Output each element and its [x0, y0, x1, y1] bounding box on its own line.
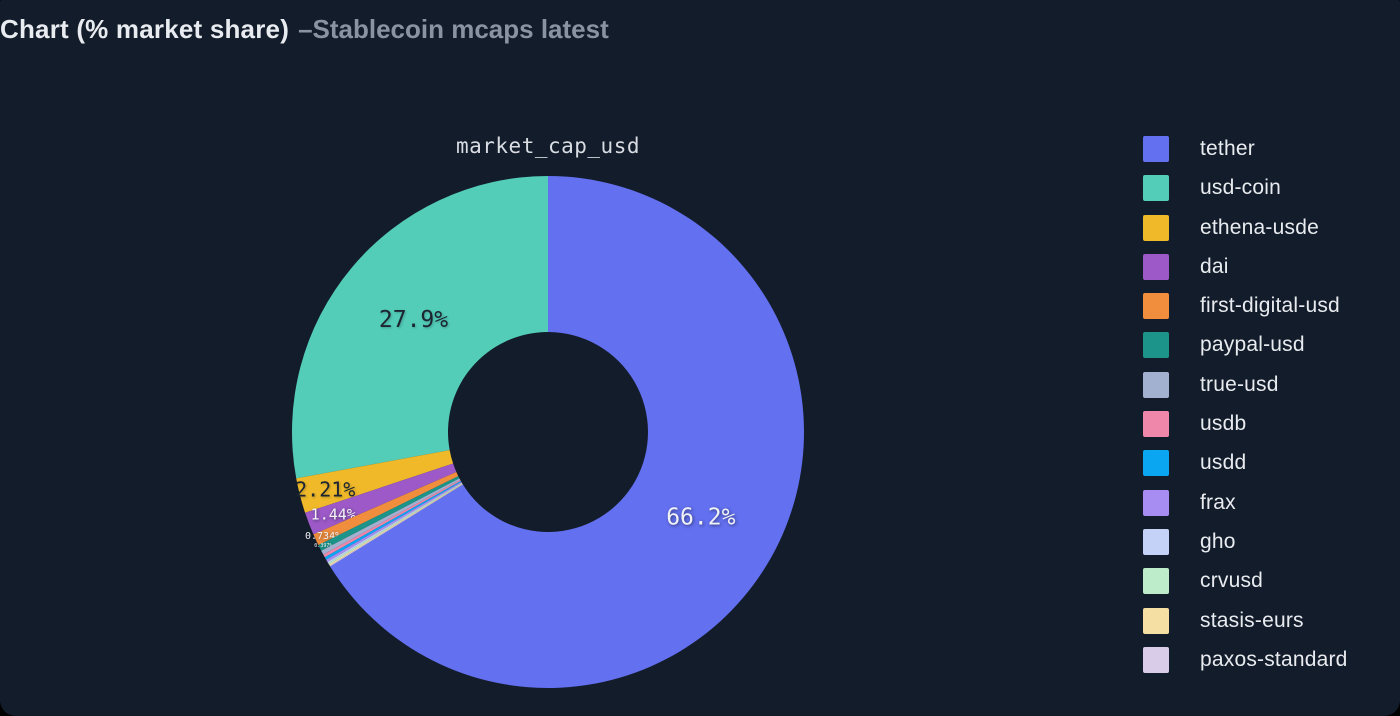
legend-item-first-digital-usd[interactable]: first-digital-usd [1143, 293, 1348, 320]
pie-slice-usdd[interactable] [324, 480, 462, 560]
panel-title: Chart (% market share) [0, 14, 290, 44]
pie-slice-crvusd[interactable] [328, 483, 463, 565]
legend-swatch-usdb [1143, 411, 1169, 438]
legend-label-first-digital-usd: first-digital-usd [1200, 294, 1340, 318]
legend-label-usdb: usdb [1200, 412, 1247, 436]
legend-item-stasis-eurs[interactable]: stasis-eurs [1143, 607, 1348, 634]
legend-swatch-frax [1143, 489, 1169, 516]
pie-slice-first-digital-usd[interactable] [313, 472, 459, 546]
pie-slice-ethena-usde[interactable] [296, 450, 454, 513]
pie-slice-dai[interactable] [305, 463, 457, 535]
legend-label-true-usd: true-usd [1200, 372, 1279, 396]
chart-title: market_cap_usd [455, 134, 640, 158]
legend-swatch-paxos-standard [1143, 646, 1169, 673]
legend-swatch-crvusd [1143, 568, 1169, 595]
legend-item-paypal-usd[interactable]: paypal-usd [1143, 332, 1348, 359]
pie-slice-stasis-eurs[interactable] [328, 483, 463, 566]
legend-swatch-gho [1143, 528, 1169, 555]
legend-label-stasis-eurs: stasis-eurs [1200, 608, 1304, 632]
legend-label-paxos-standard: paxos-standard [1200, 647, 1348, 671]
legend-item-paxos-standard[interactable]: paxos-standard [1143, 646, 1348, 673]
legend-swatch-usdd [1143, 450, 1169, 477]
legend: tether usd-coin ethena-usde dai first-digita… [1143, 136, 1348, 673]
legend-label-gho: gho [1200, 529, 1236, 553]
legend-swatch-ethena-usde [1143, 214, 1169, 241]
legend-item-gho[interactable]: gho [1143, 528, 1348, 555]
pie-slice-paxos-standard[interactable] [329, 484, 463, 567]
legend-swatch-stasis-eurs [1143, 607, 1169, 634]
legend-item-dai[interactable]: dai [1143, 253, 1348, 280]
pie-slice-usdb[interactable] [323, 479, 461, 558]
legend-swatch-true-usd [1143, 371, 1169, 398]
legend-swatch-paypal-usd [1143, 332, 1169, 359]
legend-swatch-tether [1143, 136, 1169, 162]
legend-item-true-usd[interactable]: true-usd [1143, 371, 1348, 398]
legend-item-usdb[interactable]: usdb [1143, 411, 1348, 438]
legend-item-frax[interactable]: frax [1143, 489, 1348, 516]
panel-header: Chart (% market share) –Stablecoin mcaps … [0, 8, 1400, 50]
pie-slice-tether[interactable] [330, 176, 804, 689]
pie-slice-usd-coin[interactable] [292, 176, 548, 479]
pie-slice-gho[interactable] [327, 482, 463, 564]
legend-label-tether: tether [1200, 137, 1255, 160]
donut-chart: 66.2% 27.9% 2.21% 1.44% 0.734% 0.397% market_… [238, 122, 858, 716]
panel-subtitle: –Stablecoin mcaps latest [298, 14, 609, 44]
legend-item-usdd[interactable]: usdd [1143, 450, 1348, 477]
legend-item-usd-coin[interactable]: usd-coin [1143, 175, 1348, 202]
pie-slice-frax[interactable] [326, 481, 462, 562]
legend-label-frax: frax [1200, 490, 1236, 514]
legend-label-usdd: usdd [1200, 451, 1247, 475]
legend-label-ethena-usde: ethena-usde [1200, 215, 1319, 239]
legend-label-crvusd: crvusd [1200, 569, 1264, 593]
legend-swatch-dai [1143, 253, 1169, 280]
legend-label-dai: dai [1200, 254, 1229, 278]
legend-item-tether[interactable]: tether [1143, 136, 1348, 162]
legend-label-paypal-usd: paypal-usd [1200, 333, 1305, 357]
legend-swatch-usd-coin [1143, 175, 1169, 202]
legend-swatch-first-digital-usd [1143, 293, 1169, 320]
pie-slice-true-usd[interactable] [321, 478, 461, 555]
legend-item-crvusd[interactable]: crvusd [1143, 568, 1348, 595]
pie-slice-paypal-usd[interactable] [318, 476, 460, 551]
legend-label-usd-coin: usd-coin [1200, 176, 1281, 200]
pie-svg: 66.2%27.9%2.21%1.44%0.734%0.397% [292, 176, 804, 689]
legend-item-ethena-usde[interactable]: ethena-usde [1143, 214, 1348, 241]
